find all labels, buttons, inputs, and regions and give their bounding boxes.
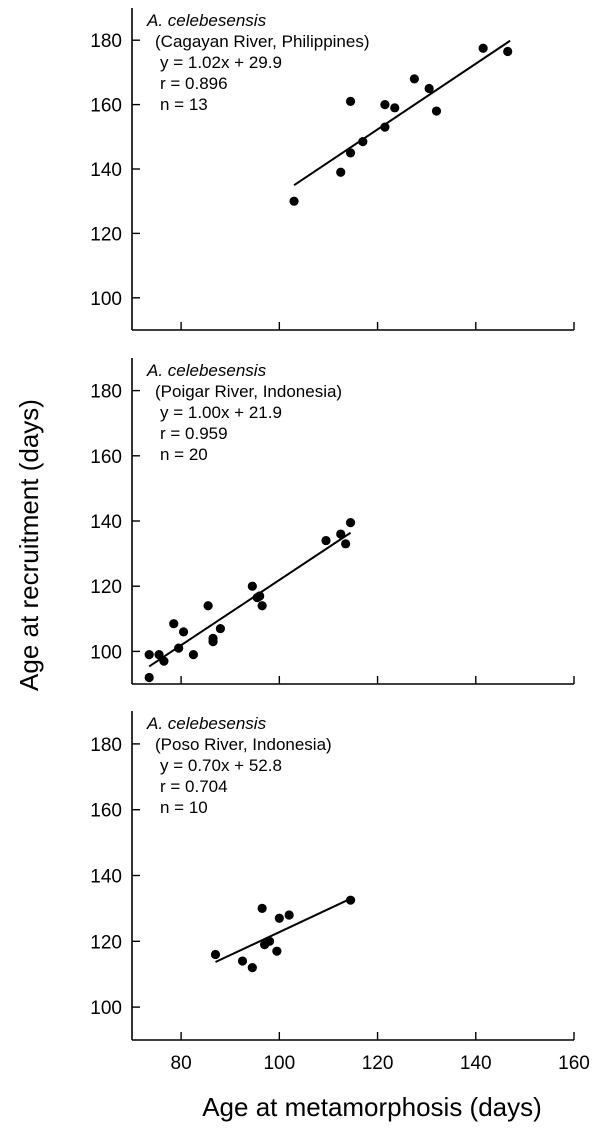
- x-tick-label: 160: [558, 1053, 590, 1074]
- y-tick-label: 140: [90, 512, 122, 533]
- species-label: A. celebesensis: [146, 361, 267, 380]
- x-tick-label: 80: [171, 1053, 192, 1074]
- data-point: [188, 650, 198, 660]
- data-point: [274, 913, 284, 923]
- y-tick-label: 140: [90, 867, 122, 888]
- data-point: [208, 633, 218, 643]
- y-tick-label: 120: [90, 932, 122, 953]
- data-point: [169, 619, 179, 629]
- data-point: [380, 122, 390, 132]
- regression-equation: y = 1.02x + 29.9: [160, 53, 282, 72]
- y-tick-label: 120: [90, 577, 122, 598]
- data-point: [345, 895, 356, 905]
- data-point: [321, 535, 331, 546]
- chart-panel-3: 100 120 140 160 180 80 100 120 140 160 A. celebese…: [90, 711, 590, 1074]
- regression-line: [148, 531, 352, 668]
- data-point: [203, 601, 213, 611]
- data-point: [210, 949, 221, 960]
- data-point: [345, 518, 356, 528]
- data-point: [264, 936, 275, 946]
- correlation-label: r = 0.896: [160, 74, 228, 93]
- data-point: [247, 963, 257, 973]
- y-tick-label: 160: [90, 447, 122, 468]
- data-point: [380, 100, 390, 110]
- data-point: [154, 650, 164, 660]
- y-axis-title: Age at recruitment (days): [14, 399, 44, 691]
- correlation-label: r = 0.959: [160, 424, 228, 443]
- chart-panel-1: 100 120 140 160 180 A. celebesensis (Cagayan R…: [90, 8, 575, 331]
- y-tick-label: 100: [90, 998, 122, 1019]
- species-label: A. celebesensis: [146, 11, 267, 30]
- sample-size-label: n = 13: [160, 95, 208, 114]
- data-point: [144, 650, 154, 660]
- data-point: [431, 106, 442, 116]
- data-point: [215, 623, 225, 634]
- location-label: (Cagayan River, Philippines): [155, 32, 370, 51]
- y-tick-label: 180: [90, 31, 122, 52]
- sample-size-label: n = 20: [160, 445, 208, 464]
- data-point: [257, 903, 267, 914]
- data-point: [503, 46, 513, 57]
- x-tick-label: 140: [460, 1053, 492, 1074]
- regression-equation: y = 1.00x + 21.9: [160, 403, 282, 422]
- data-point: [345, 148, 356, 158]
- data-point: [358, 137, 368, 147]
- location-label: (Poso River, Indonesia): [155, 735, 332, 754]
- y-tick-label: 180: [90, 735, 122, 756]
- data-point: [247, 581, 257, 591]
- data-point: [284, 910, 294, 920]
- data-point: [409, 74, 419, 84]
- data-point: [255, 591, 265, 601]
- data-point: [336, 529, 346, 539]
- data-point: [341, 539, 351, 549]
- data-point: [336, 167, 346, 177]
- x-axis-title: Age at metamorphosis (days): [202, 1092, 542, 1122]
- panels: 100 120 140 160 180 A. celebesensis (Cagayan R…: [90, 8, 590, 1074]
- x-tick-label: 100: [263, 1053, 295, 1074]
- regression-line: [215, 896, 354, 963]
- data-point: [390, 103, 400, 113]
- y-tick-label: 120: [90, 224, 122, 245]
- data-point: [272, 946, 282, 956]
- correlation-label: r = 0.704: [160, 777, 228, 796]
- x-tick-label: 120: [362, 1053, 394, 1074]
- data-point: [478, 43, 488, 53]
- data-point: [144, 672, 154, 683]
- data-point: [345, 96, 356, 106]
- chart-panel-2: 100 120 140 160 180 A. celebesensis (Poigar Ri…: [90, 358, 575, 685]
- y-tick-label: 100: [90, 642, 122, 663]
- y-tick-label: 160: [90, 96, 122, 117]
- regression-line: [293, 39, 511, 187]
- location-label: (Poigar River, Indonesia): [155, 382, 342, 401]
- data-point: [257, 601, 267, 611]
- data-point: [237, 956, 248, 966]
- species-label: A. celebesensis: [146, 714, 267, 733]
- data-point: [159, 656, 169, 666]
- y-tick-label: 180: [90, 382, 122, 403]
- data-point: [178, 627, 189, 637]
- y-tick-label: 140: [90, 160, 122, 181]
- y-tick-label: 100: [90, 289, 122, 310]
- data-point: [174, 643, 184, 653]
- data-point: [424, 83, 434, 94]
- data-point: [289, 196, 299, 206]
- regression-equation: y = 0.70x + 52.8: [160, 756, 282, 775]
- sample-size-label: n = 10: [160, 798, 208, 817]
- y-tick-label: 160: [90, 801, 122, 822]
